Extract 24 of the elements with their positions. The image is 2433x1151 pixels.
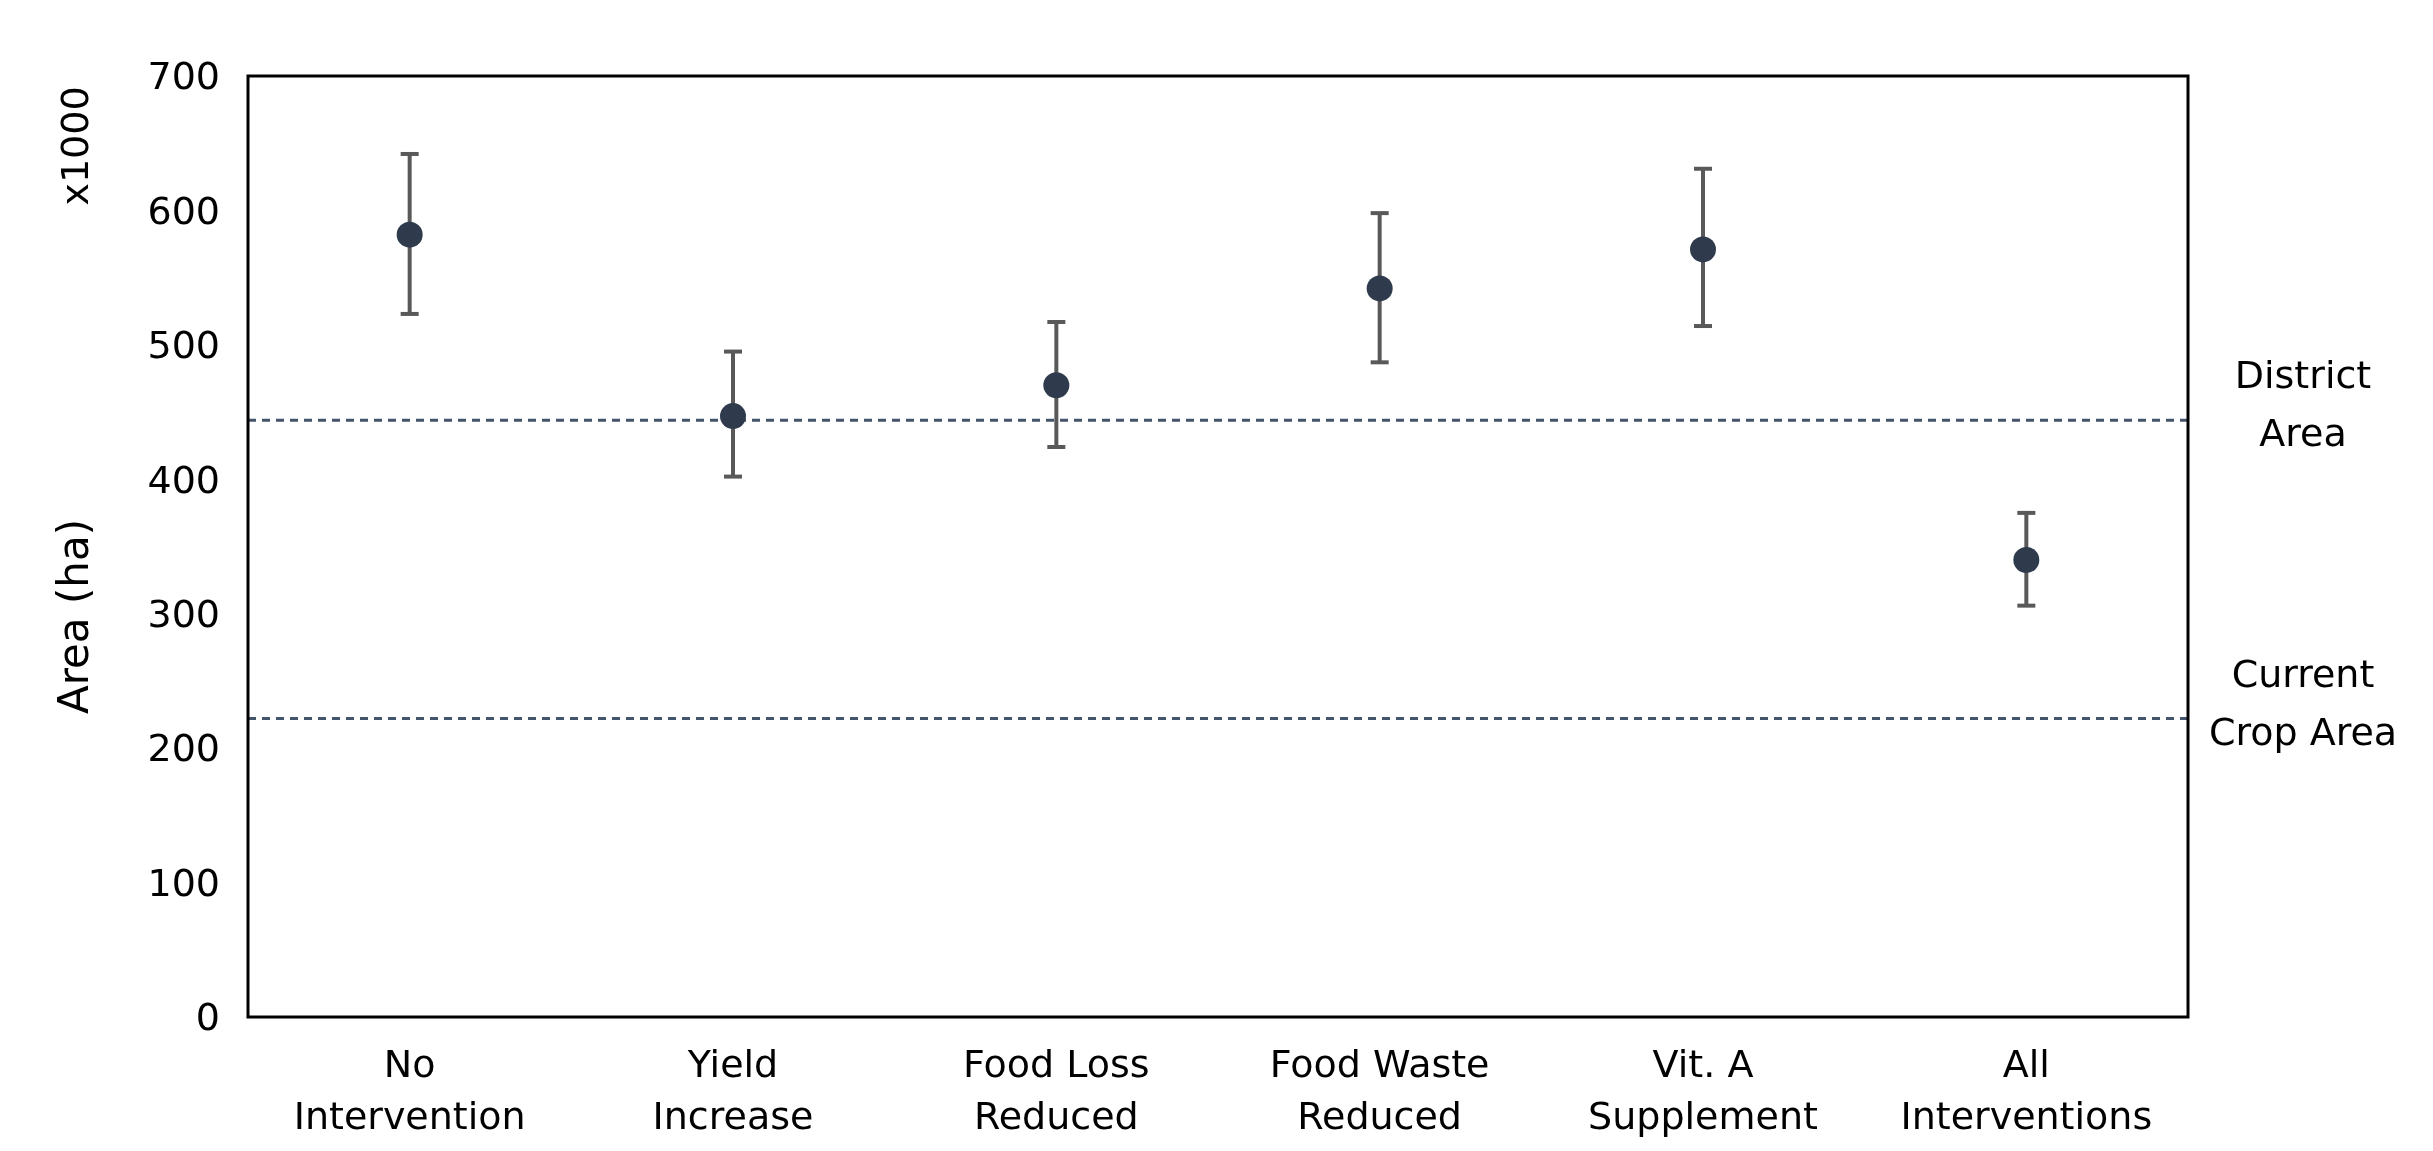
point — [2013, 546, 2040, 573]
y-tick-label: 0 — [195, 995, 220, 1040]
y-tick-label: 400 — [147, 457, 220, 502]
point — [1690, 236, 1716, 263]
y-tick-label: 100 — [147, 860, 220, 905]
ref-line-label: District Area — [2234, 353, 2372, 456]
y-tick-label: 700 — [147, 54, 220, 99]
x-tick-label: Food Waste Reduced — [1269, 1042, 1490, 1138]
ref-line-label: Current Crop Area — [2208, 651, 2398, 754]
point — [1043, 372, 1070, 399]
point — [720, 403, 746, 430]
point — [1366, 275, 1393, 302]
x-tick-label: Food Loss Reduced — [963, 1042, 1150, 1138]
text: x1000 — [53, 86, 97, 206]
y-tick-label: 600 — [147, 188, 220, 233]
y-tick-label: 300 — [147, 592, 220, 637]
point — [396, 221, 423, 248]
x-tick-label: Vit. A Supplement — [1588, 1042, 1818, 1138]
y-axis-title: Area (ha) — [49, 518, 98, 715]
y-tick-label: 500 — [147, 323, 220, 368]
x-tick-label: Yield Increase — [652, 1042, 814, 1138]
x-tick-label: All Interventions — [1900, 1042, 2153, 1138]
y-tick-label: 200 — [147, 726, 220, 771]
x-tick-label: No Intervention — [293, 1042, 526, 1138]
